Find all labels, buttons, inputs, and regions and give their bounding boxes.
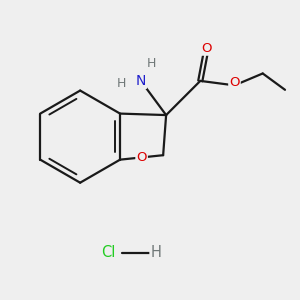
Text: O: O	[201, 42, 211, 55]
Text: O: O	[136, 151, 147, 164]
Text: H: H	[151, 245, 161, 260]
Text: N: N	[136, 74, 146, 88]
Text: H: H	[117, 77, 126, 90]
Text: O: O	[229, 76, 240, 89]
Text: Cl: Cl	[101, 245, 116, 260]
Text: H: H	[147, 57, 156, 70]
